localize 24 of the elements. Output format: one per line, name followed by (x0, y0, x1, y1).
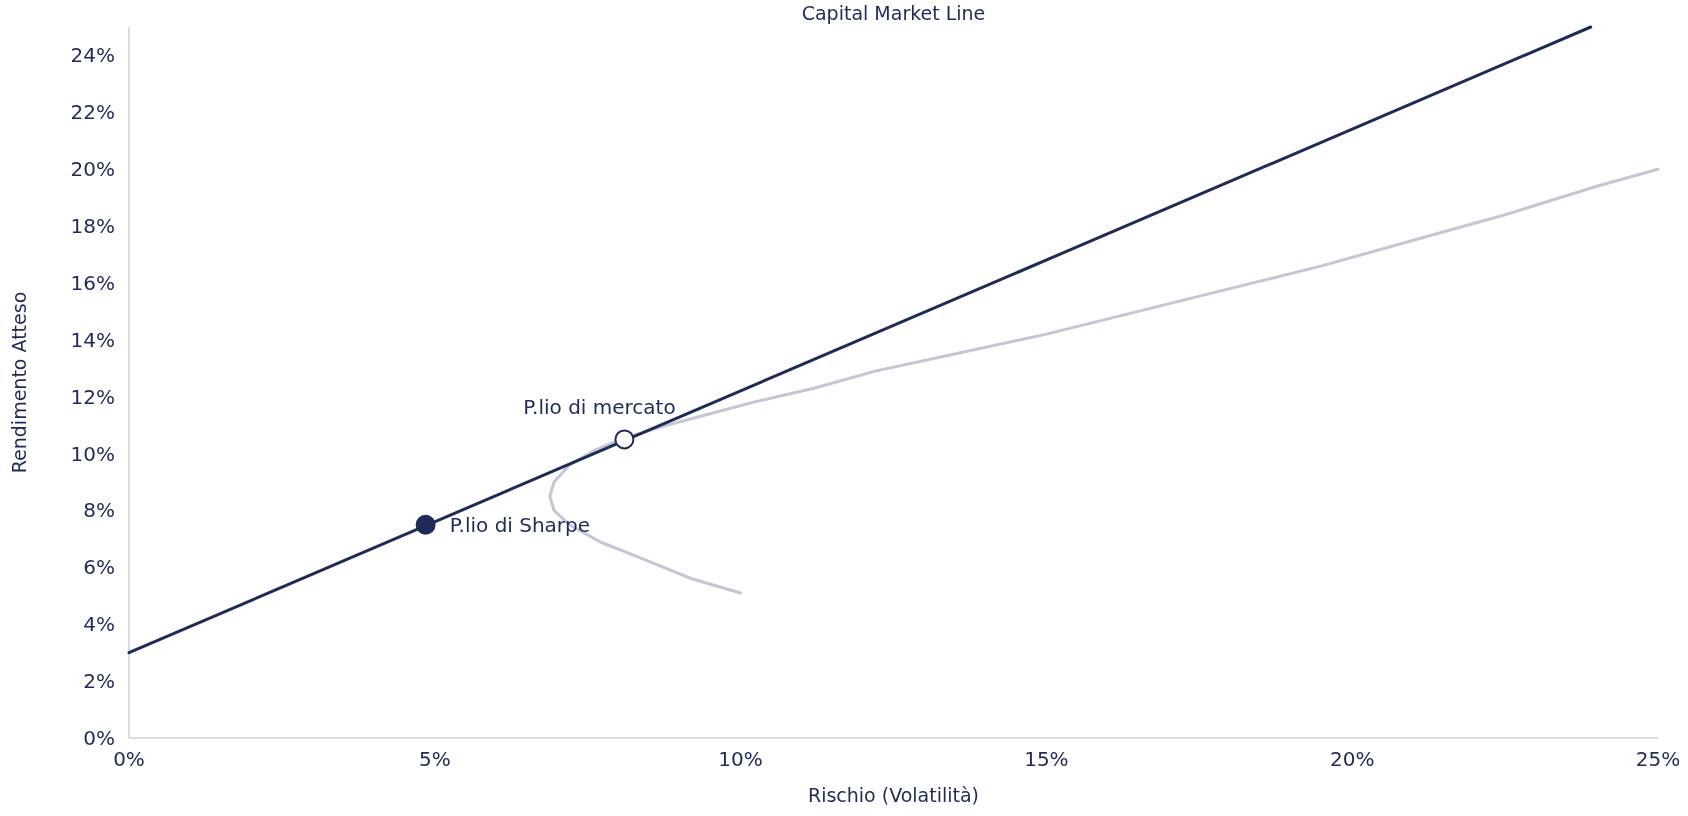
y-tick-label: 14% (70, 327, 115, 352)
y-tick-label: 2% (83, 669, 115, 694)
annotation: P.lio di Sharpe (449, 512, 591, 537)
y-tick-label: 24% (70, 43, 115, 68)
y-tick-label: 22% (70, 100, 115, 125)
y-axis-title: Rendimento Atteso (8, 291, 30, 474)
x-tick-label: 15% (1024, 747, 1069, 771)
y-tick-label: 4% (83, 612, 115, 637)
x-tick-label: 20% (1329, 747, 1375, 771)
x-tick-label: 0% (113, 747, 145, 771)
x-axis-title: Rischio (Volatilità) (807, 784, 980, 806)
annotation: P.lio di mercato (523, 395, 676, 420)
x-tick-label: 10% (718, 747, 763, 771)
y-tick-label: 8% (83, 498, 115, 523)
y-tick-label: 0% (83, 726, 115, 750)
chart-title: Capital Market Line (801, 2, 986, 24)
x-tick-label: 25% (1635, 747, 1681, 771)
y-tick-label: 16% (70, 270, 115, 295)
y-tick-label: 20% (70, 157, 115, 182)
y-tick-label: 10% (70, 441, 115, 466)
y-tick-label: 6% (83, 555, 115, 580)
y-tick-label: 18% (70, 214, 115, 239)
x-tick-label: 5% (418, 747, 451, 771)
y-tick-label: 12% (70, 384, 115, 409)
